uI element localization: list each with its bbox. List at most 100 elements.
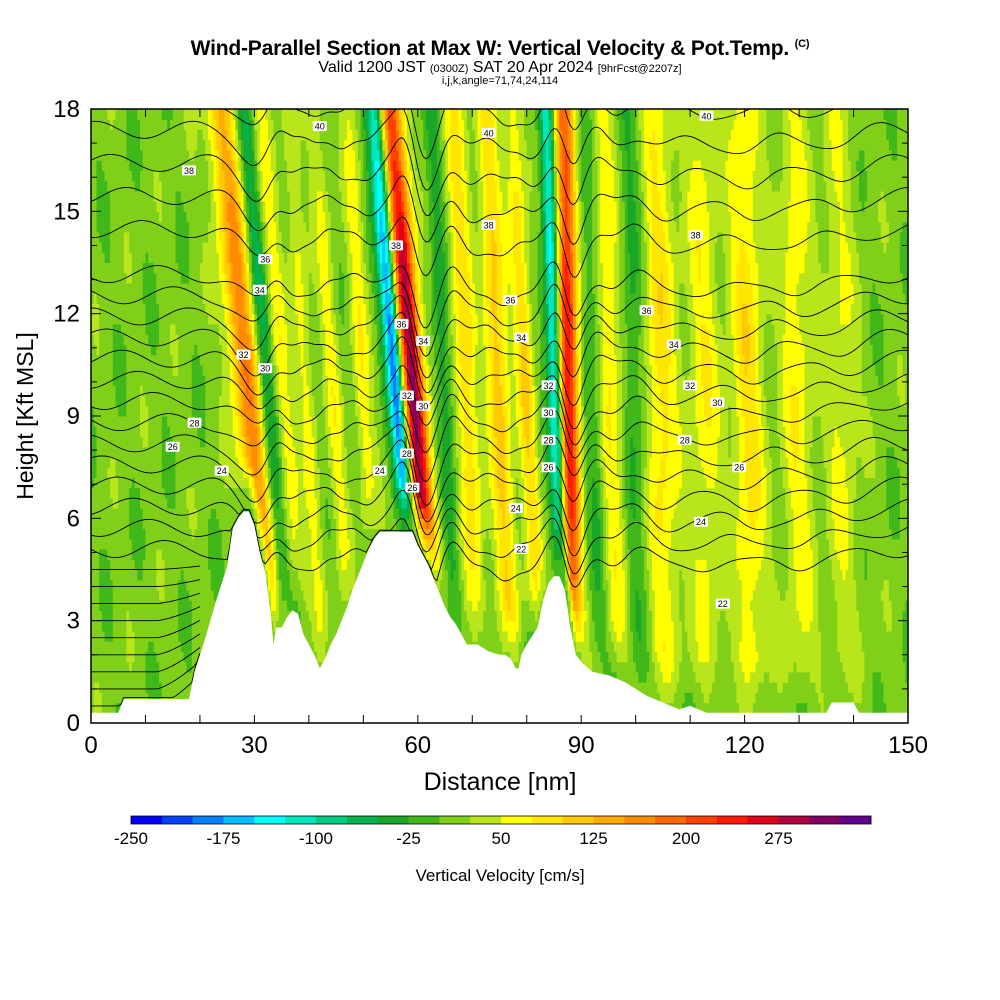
- x-tick-label: 90: [568, 732, 595, 759]
- colorbar-tick-label: -250: [114, 829, 148, 848]
- colorbar-swatch: [285, 816, 317, 824]
- colorbar-swatch: [223, 816, 255, 824]
- y-tick-label: 15: [53, 198, 80, 225]
- colorbar-swatch: [562, 816, 594, 824]
- y-tick-labels: 0 3 6 9 12 15 18: [53, 96, 80, 737]
- isentrope-low-level: [91, 606, 201, 622]
- section-indices: i,j,k,angle=71,74,24,114: [441, 75, 559, 87]
- colorbar-swatch: [161, 816, 193, 824]
- isentrope-37: [91, 175, 908, 245]
- y-tick-label: 18: [53, 96, 80, 123]
- forecast-info: [9hrFcst@2207z]: [597, 63, 682, 75]
- isentrope-low-level: [91, 619, 201, 639]
- colorbar-swatch: [686, 816, 718, 824]
- colorbar-swatch: [470, 816, 502, 824]
- x-tick-labels: 0 30 60 90 120 150: [84, 732, 928, 759]
- isentrope-label: 24: [372, 465, 387, 476]
- isentrope-label: 36: [639, 305, 654, 316]
- isentrope-label: 26: [541, 462, 556, 473]
- isentrope-29: [91, 389, 908, 454]
- terrain: [91, 511, 908, 723]
- isentrope-label: 36: [394, 318, 409, 329]
- isentrope-low-level: [91, 565, 200, 570]
- potential-temperature-isentropes: [91, 109, 908, 707]
- colorbar-swatch: [840, 816, 872, 824]
- y-tick-label: 0: [67, 710, 80, 737]
- isentrope-label: 30: [710, 397, 725, 408]
- isentrope-label: 30: [416, 400, 431, 411]
- isentrope-low-level: [91, 652, 201, 707]
- colorbar-swatch: [408, 816, 440, 824]
- colorbar-tick-label: -100: [299, 829, 333, 848]
- x-tick-label: 120: [725, 732, 765, 759]
- colorbar-label: Vertical Velocity [cm/s]: [415, 866, 584, 885]
- colorbar-swatch: [809, 816, 841, 824]
- valid-prefix: Valid 1200 JST: [318, 59, 426, 76]
- isentrope-label: 32: [683, 380, 698, 391]
- y-tick-label: 3: [67, 608, 80, 635]
- colorbar: [130, 815, 872, 825]
- isentrope-low-level: [91, 579, 200, 588]
- chart-title-text: Wind-Parallel Section at Max W: Vertical…: [190, 37, 790, 60]
- isentrope-label: 40: [699, 110, 714, 121]
- isentrope-label: 22: [715, 598, 730, 609]
- isentrope-label: 24: [508, 503, 523, 514]
- colorbar-swatch: [593, 816, 625, 824]
- isentrope-low-level: [91, 633, 201, 656]
- isentrope-label: 26: [732, 462, 747, 473]
- colorbar-swatch: [192, 816, 224, 824]
- isentrope-low-level: [91, 592, 201, 605]
- isentrope-label: 40: [481, 127, 496, 138]
- x-axis-label: Distance [nm]: [424, 768, 577, 796]
- colorbar-swatch: [624, 816, 656, 824]
- isentrope-33: [91, 295, 908, 379]
- colorbar-tick-labels: -250 -175 -100 -25 50 125 200 275: [114, 829, 793, 848]
- colorbar-swatch: [501, 816, 533, 824]
- axis-ticks: [91, 109, 908, 723]
- x-tick-label: 150: [888, 732, 928, 759]
- isentrope-25: [91, 461, 908, 536]
- isentrope-22: [91, 509, 908, 588]
- colorbar-swatch: [131, 816, 163, 824]
- isentrope-34: [91, 282, 908, 357]
- y-tick-label: 9: [67, 403, 80, 430]
- isentrope-label: 24: [694, 516, 708, 527]
- isentrope-35: [91, 261, 908, 329]
- y-tick-label: 12: [53, 301, 80, 328]
- isentrope-39: [91, 109, 908, 191]
- isentrope-28: [91, 409, 908, 483]
- valid-utc: (0300Z): [429, 63, 469, 75]
- isentrope-label: 38: [182, 165, 196, 176]
- colorbar-swatch: [346, 816, 378, 824]
- x-tick-label: 0: [84, 732, 97, 759]
- isentrope-38: [91, 137, 908, 217]
- colorbar-swatch: [316, 816, 348, 824]
- isentrope-label: 28: [399, 448, 414, 459]
- colorbar-swatch: [531, 816, 563, 824]
- isentrope-label: 36: [503, 295, 518, 306]
- isentrope-label: 38: [688, 230, 703, 241]
- isentrope-label: 28: [541, 434, 556, 445]
- isentrope-label: 34: [514, 332, 529, 343]
- isentrope-27: [91, 424, 908, 507]
- isentrope-low-level: [91, 652, 201, 690]
- isentrope-label: 32: [236, 349, 251, 360]
- colorbar-swatch: [778, 816, 810, 824]
- isentrope-label: 38: [481, 220, 496, 231]
- isentrope-label: 26: [405, 482, 420, 493]
- isentrope-label: 34: [416, 336, 431, 347]
- isentrope-label: 38: [389, 240, 403, 251]
- isentrope-label: 40: [312, 121, 327, 132]
- colorbar-tick-label: 125: [579, 829, 607, 848]
- isentrope-31: [91, 336, 908, 407]
- isentrope-label: 28: [187, 417, 202, 428]
- x-tick-label: 60: [404, 732, 431, 759]
- isentrope-23: [91, 509, 908, 575]
- isentrope-label: 30: [541, 407, 556, 418]
- valid-date: SAT 20 Apr 2024: [472, 59, 594, 76]
- copyright-mark: (C): [794, 38, 810, 50]
- isentrope-32: [91, 311, 908, 394]
- colorbar-tick-label: 200: [672, 829, 700, 848]
